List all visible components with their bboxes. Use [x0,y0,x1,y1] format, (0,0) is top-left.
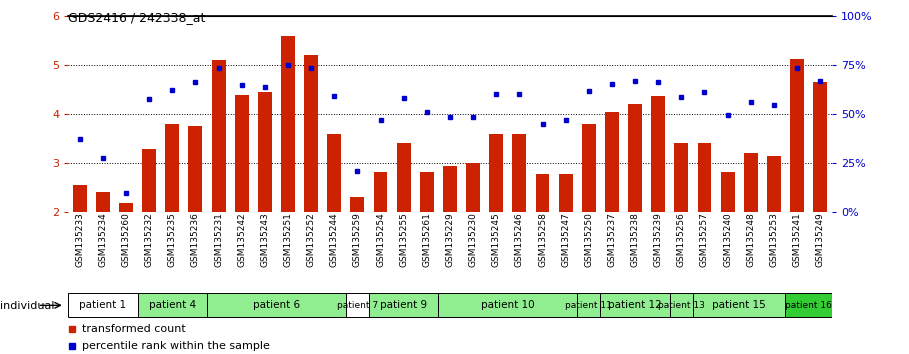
Bar [790,59,804,212]
Text: GSM135247: GSM135247 [561,212,570,267]
Bar [420,172,434,212]
Text: patient 16: patient 16 [785,301,832,310]
Text: percentile rank within the sample: percentile rank within the sample [82,341,270,351]
Bar [258,92,272,212]
Text: GSM135257: GSM135257 [700,212,709,267]
Text: GSM135253: GSM135253 [769,212,778,267]
Text: transformed count: transformed count [82,324,185,333]
Bar [281,36,295,212]
Text: patient 11: patient 11 [565,301,613,310]
Bar [207,293,345,317]
Bar [767,156,781,212]
Bar [535,174,549,212]
Text: GSM135250: GSM135250 [584,212,594,267]
Text: GSM135249: GSM135249 [815,212,824,267]
Bar [693,293,785,317]
Text: GSM135238: GSM135238 [631,212,640,267]
Text: GSM135235: GSM135235 [168,212,176,267]
Text: GSM135233: GSM135233 [75,212,85,267]
Text: patient 6: patient 6 [253,300,300,310]
Text: GSM135258: GSM135258 [538,212,547,267]
Bar [235,95,249,212]
Text: patient 4: patient 4 [149,300,195,310]
Text: GSM135230: GSM135230 [469,212,477,267]
Text: patient 12: patient 12 [608,300,662,310]
Text: GSM135252: GSM135252 [306,212,315,267]
Bar [137,293,207,317]
Text: GSM135256: GSM135256 [677,212,685,267]
Text: GSM135259: GSM135259 [353,212,362,267]
Text: GDS2416 / 242338_at: GDS2416 / 242338_at [68,11,205,24]
Bar [374,172,387,212]
Bar [559,174,573,212]
Text: GSM135237: GSM135237 [607,212,616,267]
Bar [814,82,827,212]
Text: GSM135244: GSM135244 [330,212,339,267]
Text: GSM135236: GSM135236 [191,212,200,267]
Text: GSM135255: GSM135255 [399,212,408,267]
Text: GSM135261: GSM135261 [423,212,431,267]
Bar [674,143,688,212]
Text: GSM135234: GSM135234 [98,212,107,267]
Bar [73,185,86,212]
Bar [351,197,365,212]
Bar [785,293,832,317]
Text: GSM135231: GSM135231 [215,212,223,267]
Bar [119,202,133,212]
Bar [68,293,137,317]
Text: GSM135239: GSM135239 [654,212,663,267]
Text: GSM135246: GSM135246 [514,212,524,267]
Bar [443,166,457,212]
Bar [489,134,504,212]
Text: GSM135245: GSM135245 [492,212,501,267]
Text: GSM135243: GSM135243 [260,212,269,267]
Bar [513,134,526,212]
Bar [466,163,480,212]
Text: patient 15: patient 15 [713,300,766,310]
Text: patient 13: patient 13 [658,301,704,310]
Bar [396,143,411,212]
Bar [165,124,179,212]
Bar [438,293,577,317]
Bar [628,104,642,212]
Bar [600,293,670,317]
Text: individual: individual [0,301,55,311]
Bar [670,293,693,317]
Bar [212,60,225,212]
Bar [721,172,734,212]
Text: GSM135260: GSM135260 [122,212,131,267]
Text: patient 10: patient 10 [481,300,534,310]
Bar [582,124,595,212]
Text: GSM135251: GSM135251 [284,212,293,267]
Bar [744,153,758,212]
Bar [577,293,600,317]
Text: GSM135232: GSM135232 [145,212,154,267]
Bar [327,134,341,212]
Bar [305,55,318,212]
Bar [188,126,203,212]
Text: patient 7: patient 7 [337,301,378,310]
Bar [369,293,438,317]
Bar [345,293,369,317]
Bar [605,112,619,212]
Text: GSM135241: GSM135241 [793,212,802,267]
Bar [697,143,712,212]
Text: GSM135254: GSM135254 [376,212,385,267]
Text: patient 1: patient 1 [79,300,126,310]
Bar [651,96,665,212]
Bar [142,149,156,212]
Bar [96,192,110,212]
Text: GSM135240: GSM135240 [724,212,732,267]
Text: GSM135248: GSM135248 [746,212,755,267]
Text: patient 9: patient 9 [380,300,427,310]
Text: GSM135229: GSM135229 [445,212,454,267]
Text: GSM135242: GSM135242 [237,212,246,267]
